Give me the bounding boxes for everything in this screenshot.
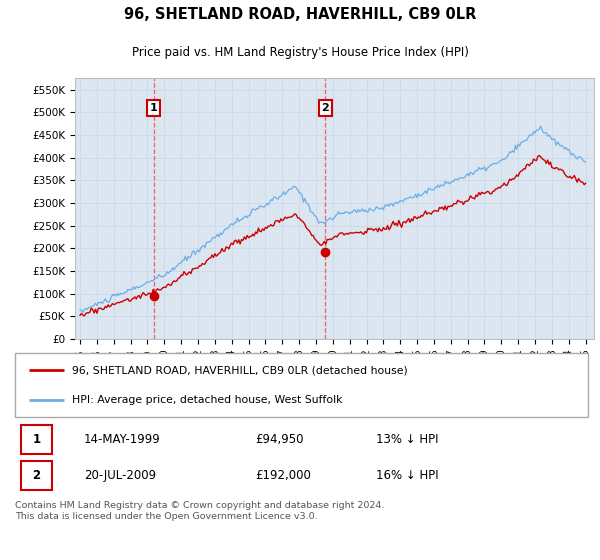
Text: 2: 2	[322, 103, 329, 113]
FancyBboxPatch shape	[21, 461, 52, 489]
Text: 16% ↓ HPI: 16% ↓ HPI	[376, 469, 439, 482]
Text: 1: 1	[150, 103, 158, 113]
FancyBboxPatch shape	[15, 353, 588, 417]
Text: Price paid vs. HM Land Registry's House Price Index (HPI): Price paid vs. HM Land Registry's House …	[131, 46, 469, 59]
Text: 96, SHETLAND ROAD, HAVERHILL, CB9 0LR (detached house): 96, SHETLAND ROAD, HAVERHILL, CB9 0LR (d…	[73, 365, 408, 375]
Text: Contains HM Land Registry data © Crown copyright and database right 2024.
This d: Contains HM Land Registry data © Crown c…	[15, 501, 385, 521]
Text: HPI: Average price, detached house, West Suffolk: HPI: Average price, detached house, West…	[73, 395, 343, 405]
Text: 96, SHETLAND ROAD, HAVERHILL, CB9 0LR: 96, SHETLAND ROAD, HAVERHILL, CB9 0LR	[124, 7, 476, 22]
FancyBboxPatch shape	[21, 425, 52, 454]
Text: 20-JUL-2009: 20-JUL-2009	[84, 469, 156, 482]
Text: £192,000: £192,000	[256, 469, 311, 482]
Text: 14-MAY-1999: 14-MAY-1999	[84, 433, 161, 446]
Text: £94,950: £94,950	[256, 433, 304, 446]
Text: 2: 2	[32, 469, 41, 482]
Text: 13% ↓ HPI: 13% ↓ HPI	[376, 433, 439, 446]
Text: 1: 1	[32, 433, 41, 446]
